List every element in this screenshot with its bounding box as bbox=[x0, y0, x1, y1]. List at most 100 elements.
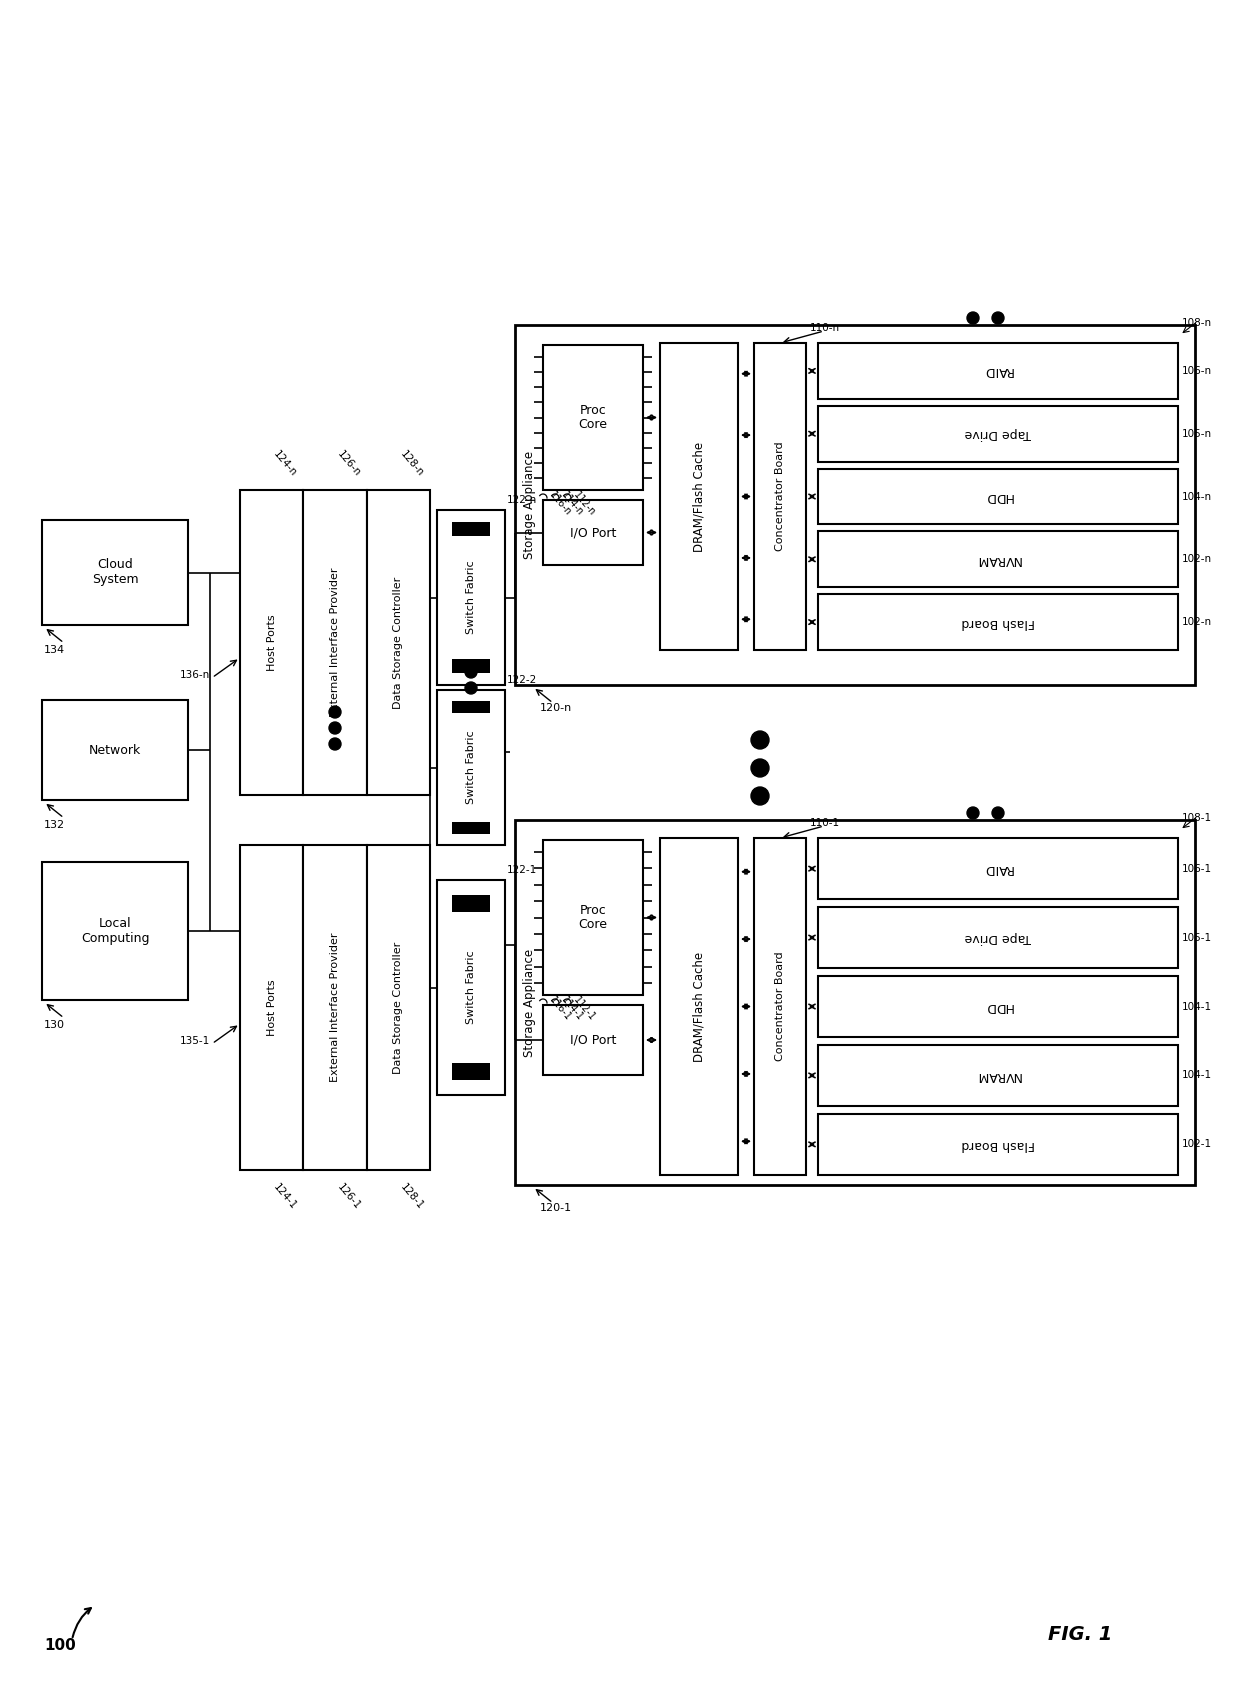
Text: FIG. 1: FIG. 1 bbox=[1048, 1625, 1112, 1645]
Circle shape bbox=[967, 806, 980, 818]
Bar bbox=[436, 880, 505, 1095]
Bar bbox=[304, 846, 367, 1170]
Bar bbox=[660, 837, 738, 1175]
Text: 104-n: 104-n bbox=[1182, 491, 1213, 501]
Bar bbox=[818, 406, 1178, 462]
Text: 134: 134 bbox=[43, 644, 66, 655]
Circle shape bbox=[329, 738, 341, 750]
Bar bbox=[42, 701, 188, 800]
Text: 122-1: 122-1 bbox=[507, 864, 537, 875]
Text: Concentrator Board: Concentrator Board bbox=[775, 442, 785, 551]
Text: 110-n: 110-n bbox=[810, 322, 841, 332]
Circle shape bbox=[329, 721, 341, 733]
Bar bbox=[818, 469, 1178, 525]
Bar bbox=[543, 344, 644, 489]
Bar bbox=[543, 1004, 644, 1074]
Bar bbox=[453, 522, 490, 537]
Bar bbox=[453, 1062, 490, 1079]
Text: 114-n: 114-n bbox=[559, 489, 585, 518]
Text: 128-1: 128-1 bbox=[398, 1182, 425, 1212]
Bar bbox=[818, 343, 1178, 399]
Text: Flash Board: Flash Board bbox=[961, 1137, 1035, 1151]
Text: External Interface Provider: External Interface Provider bbox=[330, 568, 340, 718]
Text: Flash Board: Flash Board bbox=[961, 616, 1035, 629]
Bar bbox=[367, 489, 430, 795]
Bar bbox=[453, 701, 490, 713]
Text: 114-1: 114-1 bbox=[559, 996, 584, 1023]
Circle shape bbox=[465, 682, 477, 694]
Bar bbox=[453, 895, 490, 912]
Text: Switch Fabric: Switch Fabric bbox=[466, 731, 476, 805]
Bar bbox=[818, 1045, 1178, 1107]
Bar bbox=[515, 326, 1195, 685]
Bar bbox=[436, 510, 505, 685]
Bar bbox=[367, 846, 430, 1170]
Text: Storage Appliance: Storage Appliance bbox=[522, 948, 536, 1057]
Text: Proc
Core: Proc Core bbox=[579, 904, 608, 931]
Bar bbox=[818, 837, 1178, 899]
Text: NVRAM: NVRAM bbox=[976, 552, 1021, 566]
Text: RAID: RAID bbox=[983, 365, 1013, 377]
Bar bbox=[818, 1113, 1178, 1175]
Text: I/O Port: I/O Port bbox=[570, 1033, 616, 1047]
Text: Proc
Core: Proc Core bbox=[579, 404, 608, 431]
Bar bbox=[818, 975, 1178, 1037]
Bar bbox=[453, 658, 490, 673]
Circle shape bbox=[992, 806, 1004, 818]
Text: 116-1: 116-1 bbox=[547, 996, 573, 1023]
Text: 126-1: 126-1 bbox=[335, 1182, 362, 1212]
Text: 108-n: 108-n bbox=[1182, 319, 1213, 327]
Text: I/O Port: I/O Port bbox=[570, 527, 616, 539]
Text: 106-1: 106-1 bbox=[1182, 864, 1213, 873]
Bar bbox=[241, 846, 304, 1170]
Bar bbox=[304, 489, 367, 795]
Bar bbox=[818, 532, 1178, 587]
Text: 120-n: 120-n bbox=[539, 702, 572, 713]
Text: 116-n: 116-n bbox=[547, 489, 573, 518]
Text: HDD: HDD bbox=[983, 489, 1012, 503]
Text: 110-1: 110-1 bbox=[810, 818, 841, 829]
Text: Data Storage Controller: Data Storage Controller bbox=[393, 941, 403, 1074]
Text: Host Ports: Host Ports bbox=[267, 979, 277, 1037]
Bar bbox=[818, 907, 1178, 968]
Text: DRAM/Flash Cache: DRAM/Flash Cache bbox=[692, 442, 706, 551]
Text: HDD: HDD bbox=[983, 1001, 1012, 1013]
Circle shape bbox=[992, 312, 1004, 324]
Text: 100: 100 bbox=[45, 1637, 76, 1652]
Text: 136-n: 136-n bbox=[180, 670, 210, 680]
Text: Tape Drive: Tape Drive bbox=[965, 931, 1032, 945]
Text: Tape Drive: Tape Drive bbox=[965, 428, 1032, 440]
Text: Concentrator Board: Concentrator Board bbox=[775, 951, 785, 1061]
Text: 122-2: 122-2 bbox=[507, 675, 537, 685]
Text: 105-1: 105-1 bbox=[1182, 933, 1213, 943]
Text: 135-1: 135-1 bbox=[180, 1035, 210, 1045]
Circle shape bbox=[329, 706, 341, 718]
Text: 112-n: 112-n bbox=[570, 489, 596, 518]
Text: 104-1: 104-1 bbox=[1182, 1071, 1213, 1081]
Bar bbox=[241, 489, 304, 795]
Circle shape bbox=[751, 788, 769, 805]
Bar bbox=[754, 837, 806, 1175]
Text: NVRAM: NVRAM bbox=[976, 1069, 1021, 1083]
Text: Local
Computing: Local Computing bbox=[81, 917, 149, 945]
Circle shape bbox=[751, 759, 769, 777]
Circle shape bbox=[967, 312, 980, 324]
Text: RAID: RAID bbox=[983, 863, 1013, 875]
Text: 112-1: 112-1 bbox=[570, 996, 596, 1023]
Text: 124-n: 124-n bbox=[272, 448, 299, 477]
Text: 105-n: 105-n bbox=[1182, 428, 1213, 438]
Text: 122-n: 122-n bbox=[507, 494, 537, 505]
Text: External Interface Provider: External Interface Provider bbox=[330, 933, 340, 1083]
Text: 128-n: 128-n bbox=[398, 448, 425, 477]
Text: 130: 130 bbox=[43, 1020, 64, 1030]
Text: 126-n: 126-n bbox=[335, 448, 362, 477]
Bar bbox=[42, 520, 188, 626]
Text: Cloud
System: Cloud System bbox=[92, 559, 139, 587]
Text: 102-n: 102-n bbox=[1182, 554, 1213, 564]
Bar bbox=[543, 500, 644, 564]
Bar bbox=[42, 863, 188, 1001]
Circle shape bbox=[751, 731, 769, 748]
Text: 104-1: 104-1 bbox=[1182, 1001, 1213, 1011]
Text: 102-n: 102-n bbox=[1182, 617, 1213, 627]
Text: 108-1: 108-1 bbox=[1182, 813, 1213, 824]
